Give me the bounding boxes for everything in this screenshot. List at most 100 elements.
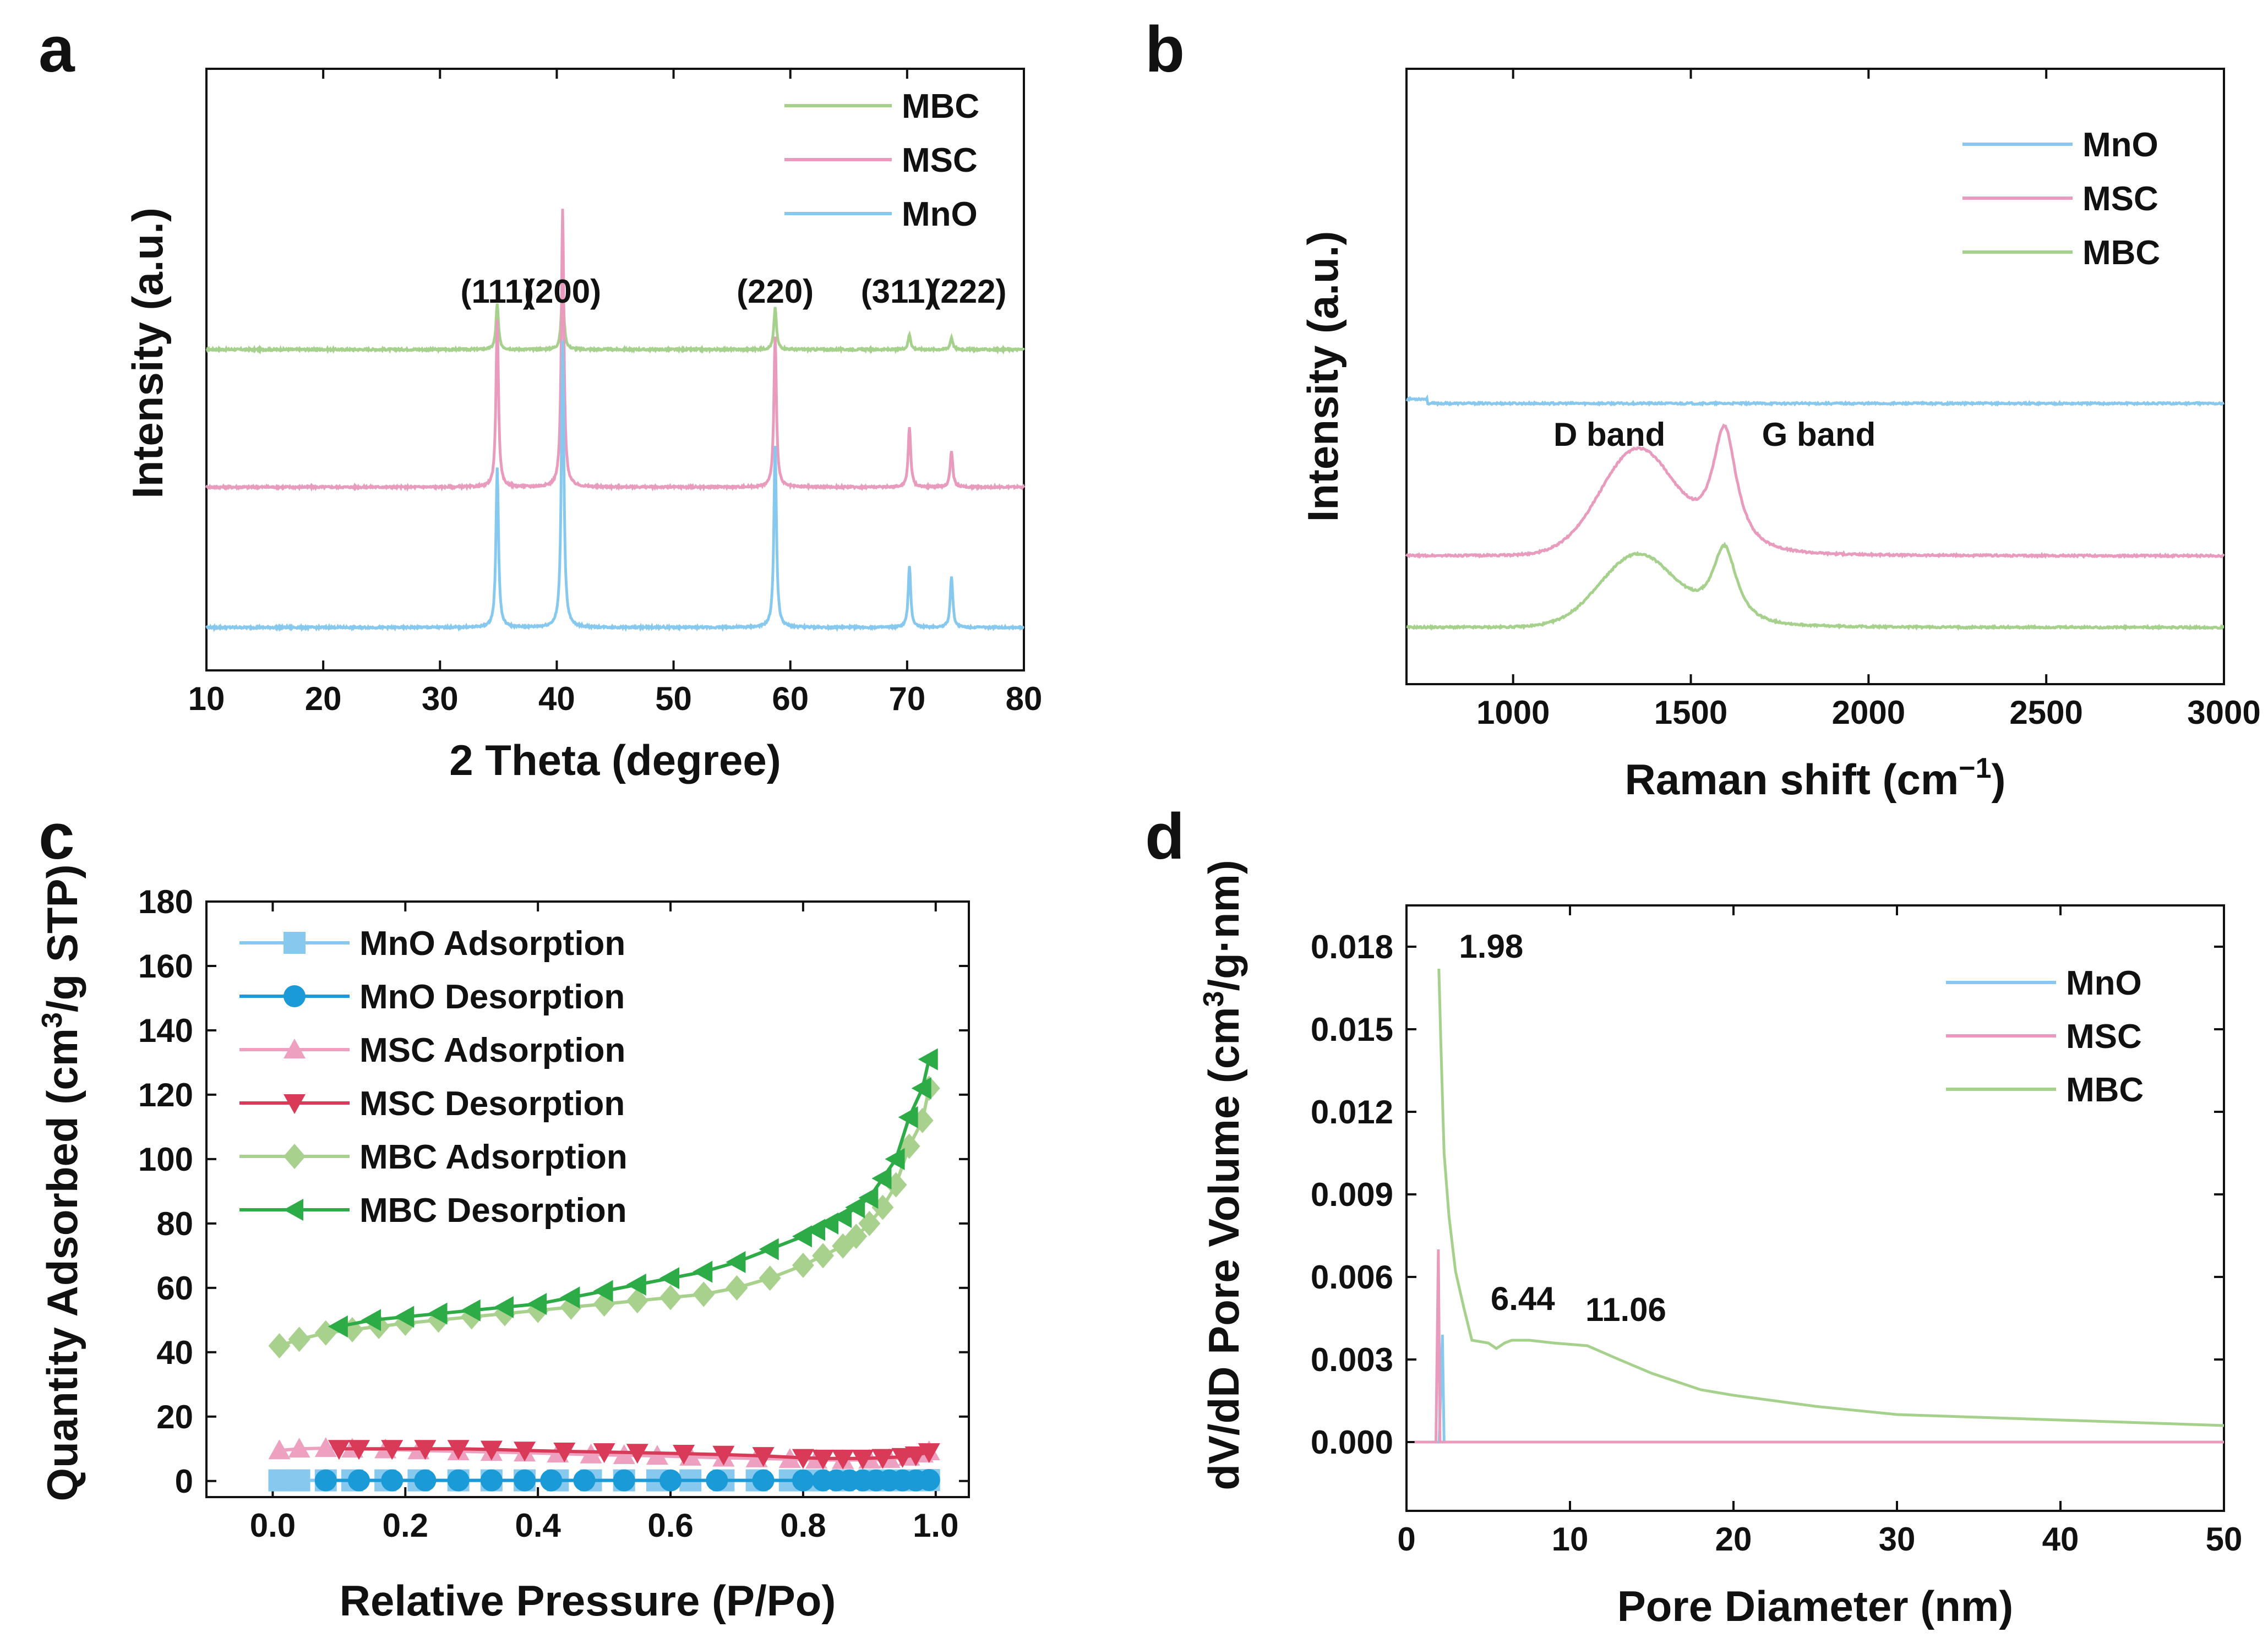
data-point-msc-desorption [626,1444,648,1464]
x-tick-label: 10 [1552,1521,1589,1558]
x-tick-label: 40 [2042,1521,2079,1558]
x-tick-label: 30 [422,680,459,717]
legend-label: MBC [902,88,979,125]
data-point-msc-desorption [514,1442,536,1462]
peak-label: (311) [861,273,936,310]
data-point-mno-desorption [480,1469,503,1492]
series-line-msc [1414,1249,2224,1444]
x-axis-title-superscript: −1 [1959,752,1991,784]
data-point-mno-desorption [706,1469,728,1492]
panel-d: d 0 10 20 30 40 50 0.000 0.003 0.006 0.009 0.012 0.… [1145,800,2242,1630]
data-point-msc-desorption [447,1440,470,1460]
data-point-msc-adsorption [580,1443,602,1464]
data-point-mno-desorption [659,1469,682,1492]
data-point-mbc-desorption [871,1167,892,1189]
data-point-mno-adsorption [268,1469,291,1492]
y-tick-label: 160 [138,948,193,985]
panel-c: c 0.0 0.2 0.4 0.6 0.8 1.0 0 20 40 60 80 100 120 140 16… [36,800,970,1625]
y-axis-title-superscript: 3 [1198,991,1230,1007]
data-point-mbc-desorption [832,1206,852,1228]
data-point-msc-desorption [480,1440,503,1461]
y-tick-label: 0.012 [1311,1094,1393,1131]
y-axis-title: dV/dD Pore Volume (cm3/g·nm) [1198,860,1248,1490]
y-tick-label: 0.015 [1311,1011,1393,1048]
legend-label: MSC [902,141,978,179]
peak-label: (220) [737,273,814,310]
data-point-mno-desorption [447,1469,470,1492]
data-point-msc-desorption [812,1449,835,1470]
data-point-mbc-adsorption [812,1243,835,1269]
y-tick-label: 60 [156,1270,193,1307]
panel-letter-c: c [39,800,75,873]
series-line-mno [1405,394,2225,407]
series-line-mno [1414,1334,2224,1444]
legend-label: MBC [2082,234,2160,272]
y-axis-title-text: Intensity (a.u.) [1299,231,1347,522]
data-point-mbc-adsorption [759,1265,781,1291]
data-point-mno-desorption [752,1469,775,1492]
peak-annotation: 6.44 [1491,1280,1555,1317]
data-point-mbc-desorption [898,1106,918,1128]
y-tick-label: 140 [138,1012,193,1049]
x-tick-label: 30 [1879,1521,1916,1558]
data-point-mno-desorption [792,1469,814,1492]
panel-letter-d: d [1145,800,1185,873]
legend-label: MnO [2082,126,2158,164]
plot-frame [205,68,1025,671]
data-point-msc-desorption [328,1440,350,1460]
series-line-mbc [1406,542,2225,631]
y-axis-title-suffix: /g STP) [38,864,86,1012]
x-tick-label: 0.0 [250,1507,296,1544]
panel-letter-a: a [39,13,75,86]
x-tick-label: 40 [538,680,575,717]
data-point-mbc-adsorption [726,1275,748,1301]
data-point-mbc-desorption [726,1251,746,1274]
data-point-msc-desorption [792,1449,814,1469]
y-axis-title-text: dV/dD Pore Volume (cm [1200,1007,1248,1490]
legend-label: MSC [2082,180,2158,218]
y-tick-label: 0.009 [1311,1176,1393,1213]
data-point-mno-desorption [314,1469,337,1492]
data-point-mbc-desorption [911,1077,931,1100]
data-point-mbc-adsorption [626,1288,648,1314]
data-point-mbc-desorption [659,1267,680,1290]
legend-label: MBC Adsorption [359,1138,628,1176]
legend-marker [284,1039,306,1058]
data-point-mbc-desorption [493,1296,514,1318]
y-tick-label: 40 [156,1334,193,1371]
legend-label: MBC [2066,1071,2144,1109]
legend-label: MnO Adsorption [359,925,625,963]
x-tick-label: 2500 [2009,694,2082,731]
data-point-mbc-adsorption [693,1281,715,1307]
data-point-mbc-desorption [759,1238,779,1260]
data-point-msc-desorption [891,1448,914,1468]
x-tick-label: 0.8 [780,1507,826,1544]
data-point-mbc-desorption [845,1196,865,1219]
legend-label: MnO [902,195,978,233]
data-point-mno-desorption [348,1469,370,1492]
plot-frame [205,900,970,1498]
data-point-mbc-desorption [918,1048,938,1071]
data-point-mbc-desorption [626,1273,646,1296]
peak-label: (111) [461,273,534,310]
x-tick-label: 1.0 [913,1507,958,1544]
data-point-mbc-desorption [819,1212,839,1235]
panel-b: b 1000 1500 2000 2500 3000 Raman shift (cm−1)… [1145,13,2261,804]
x-tick-label: 3000 [2187,694,2260,731]
x-tick-label: 1500 [1654,694,1727,731]
x-axis-title: Pore Diameter (nm) [1617,1582,2014,1630]
x-tick-label: 60 [772,680,809,717]
legend-marker [284,932,306,954]
peak-annotation: 1.98 [1459,928,1523,965]
x-axis-title-suffix: ) [1992,755,2006,804]
x-tick-label: 50 [655,680,692,717]
series-line-mno [205,340,1025,632]
x-tick-label: 0.4 [515,1507,561,1544]
data-point-mno-adsorption [288,1469,310,1492]
data-point-mno-desorption [540,1469,563,1492]
data-point-mbc-desorption [885,1148,905,1170]
legend-label: MBC Desorption [359,1192,627,1230]
x-axis-title: Relative Pressure (P/Po) [340,1576,836,1625]
x-tick-label: 70 [888,680,925,717]
series-line-msc [205,209,1026,492]
